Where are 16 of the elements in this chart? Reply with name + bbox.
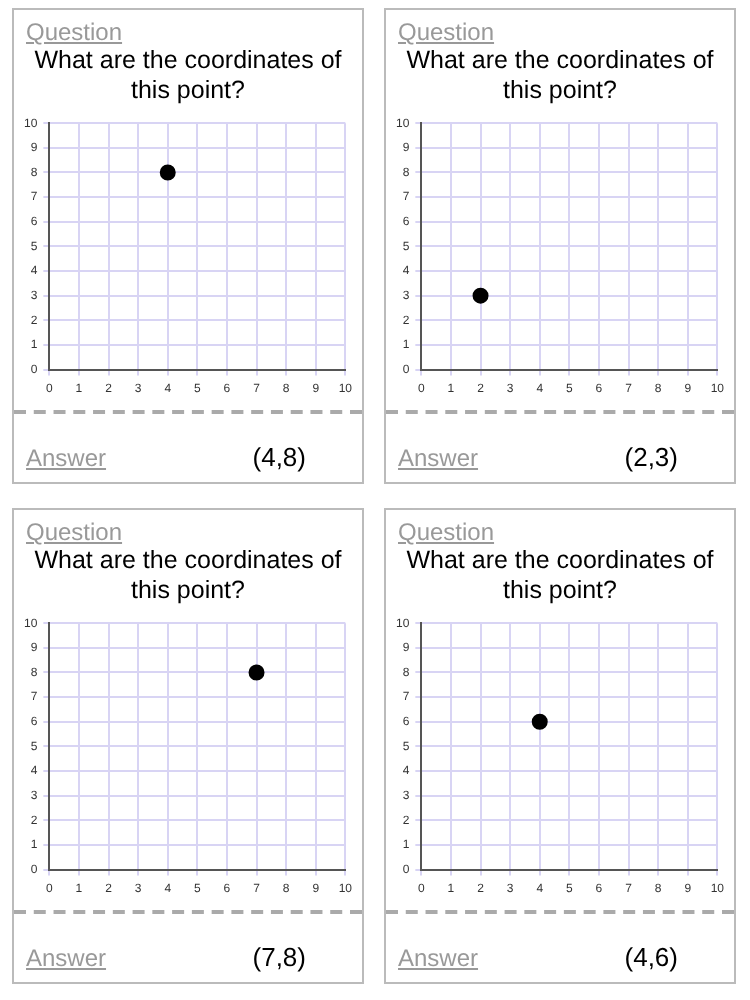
- chart-title: What are the coordinates of this point?: [404, 546, 716, 608]
- text: Answer: [26, 944, 107, 972]
- text: Question: [398, 518, 495, 546]
- text: Question: [398, 18, 495, 46]
- text: (4,8): [252, 442, 306, 472]
- text: (2,3): [624, 442, 678, 472]
- chart-title: What are the coordinates of this point?: [404, 46, 716, 108]
- chart-title: What are the coordinates of this point?: [32, 546, 344, 608]
- text: Answer: [398, 944, 479, 972]
- text: Answer: [398, 444, 479, 472]
- text: Question: [26, 518, 123, 546]
- chart-title: What are the coordinates of this point?: [32, 46, 344, 108]
- text: (7,8): [252, 942, 306, 972]
- text: Question: [26, 18, 123, 46]
- text: Answer: [26, 444, 107, 472]
- text: (4,6): [624, 942, 678, 972]
